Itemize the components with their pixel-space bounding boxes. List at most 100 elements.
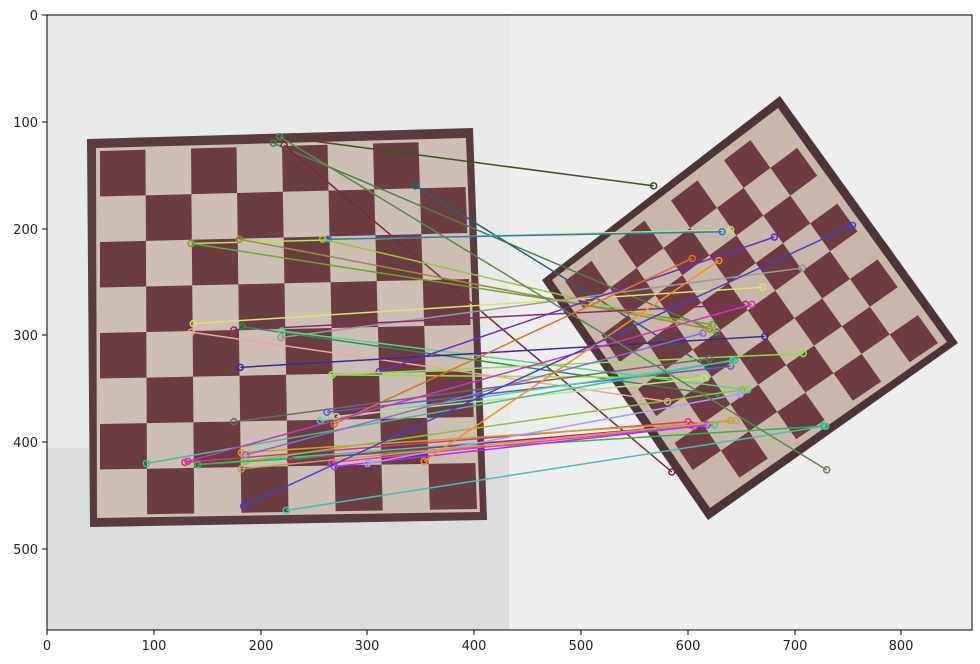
match-line <box>378 236 775 373</box>
match-line <box>240 335 765 369</box>
board-square <box>841 306 890 354</box>
x-tick: 300 <box>355 630 379 654</box>
match-line <box>191 242 713 326</box>
svg-text:100: 100 <box>13 116 38 131</box>
board-square <box>763 195 811 244</box>
x-tick: 0 <box>43 630 51 654</box>
svg-text:500: 500 <box>569 639 594 654</box>
match-line <box>332 374 707 379</box>
image-canvas <box>47 15 972 630</box>
board-square <box>720 431 768 478</box>
keypoint-marker <box>142 459 151 468</box>
keypoint-marker <box>715 256 723 265</box>
svg-text:0: 0 <box>43 639 51 654</box>
match-line <box>332 425 695 464</box>
keypoint-marker <box>736 390 744 398</box>
board-square <box>328 189 376 237</box>
keypoint-marker <box>363 459 372 468</box>
match-line <box>281 330 748 391</box>
y-tick: 100 <box>13 116 47 131</box>
match-line <box>273 142 718 333</box>
board-square <box>755 243 803 291</box>
keypoint-marker <box>236 363 245 372</box>
board-square <box>191 147 238 195</box>
match-line <box>233 303 746 331</box>
x-tick: 800 <box>889 630 913 654</box>
keypoint-marker <box>699 329 707 337</box>
keypoint-marker <box>328 371 336 379</box>
board-square <box>419 187 468 235</box>
board-square <box>330 281 378 328</box>
keypoint-marker <box>822 466 831 474</box>
match-line <box>327 230 723 240</box>
board-square <box>145 194 192 241</box>
x-tick: 600 <box>676 630 700 654</box>
keypoint-marker <box>688 254 696 263</box>
y-tick: 500 <box>13 543 47 558</box>
board-square <box>100 240 147 288</box>
y-tick: 400 <box>13 436 47 451</box>
y-tick: 200 <box>13 223 47 238</box>
board-square <box>849 259 898 307</box>
keypoint-marker <box>193 460 202 469</box>
keypoint-marker <box>798 264 806 272</box>
board-square <box>646 322 693 370</box>
board-square <box>747 290 795 338</box>
match-line <box>334 424 708 468</box>
keypoint-marker <box>668 468 676 476</box>
svg-text:100: 100 <box>142 639 167 654</box>
y-tick: 0 <box>30 9 47 24</box>
board-square <box>716 187 764 236</box>
keypoint-marker <box>286 456 295 464</box>
keypoint-marker <box>282 506 291 515</box>
svg-text:400: 400 <box>462 639 487 654</box>
match-line <box>286 425 826 512</box>
match-line <box>245 332 704 456</box>
board-square <box>146 376 194 424</box>
keypoint-marker <box>758 283 767 292</box>
y-tick: 300 <box>13 329 47 344</box>
keypoint-marker <box>718 227 726 236</box>
svg-text:0: 0 <box>30 9 38 24</box>
svg-text:700: 700 <box>783 639 808 654</box>
board-square <box>192 330 240 377</box>
x-tick: 400 <box>462 630 487 654</box>
axes-frame <box>46 14 973 631</box>
board-square <box>283 236 331 284</box>
board-square <box>889 315 938 363</box>
board-square <box>100 149 146 197</box>
match-line <box>197 425 824 466</box>
match-line <box>280 267 803 339</box>
match-line <box>279 135 654 187</box>
match-line <box>279 136 828 471</box>
board-square <box>238 283 286 330</box>
match-line <box>245 389 743 463</box>
x-axis: 0 100 200 300 400 500 600 700 800 <box>43 630 913 654</box>
keypoint-marker <box>748 300 756 309</box>
match-line <box>243 224 853 507</box>
board-square <box>739 337 787 385</box>
match-line <box>242 326 721 396</box>
board-square <box>601 315 647 362</box>
match-line <box>283 144 673 473</box>
svg-text:400: 400 <box>13 436 38 451</box>
match-line <box>367 393 741 465</box>
board-square <box>100 423 147 470</box>
keypoint-marker <box>278 327 286 335</box>
svg-text:500: 500 <box>13 543 38 558</box>
keypoint-marker <box>181 458 189 467</box>
keypoint-marker <box>237 465 246 473</box>
keypoint-marker <box>189 319 198 328</box>
x-tick: 500 <box>569 630 594 654</box>
match-line <box>241 419 731 454</box>
keypoint-marker <box>239 502 248 510</box>
keypoint-marker <box>726 225 735 234</box>
match-line <box>322 238 712 331</box>
keypoint-marker <box>230 326 238 334</box>
keypoint-marker <box>235 235 244 243</box>
svg-text:200: 200 <box>249 639 274 654</box>
keypoint-marker <box>269 139 278 147</box>
keypoint-marker <box>732 416 740 425</box>
right-chessboard <box>542 96 958 520</box>
